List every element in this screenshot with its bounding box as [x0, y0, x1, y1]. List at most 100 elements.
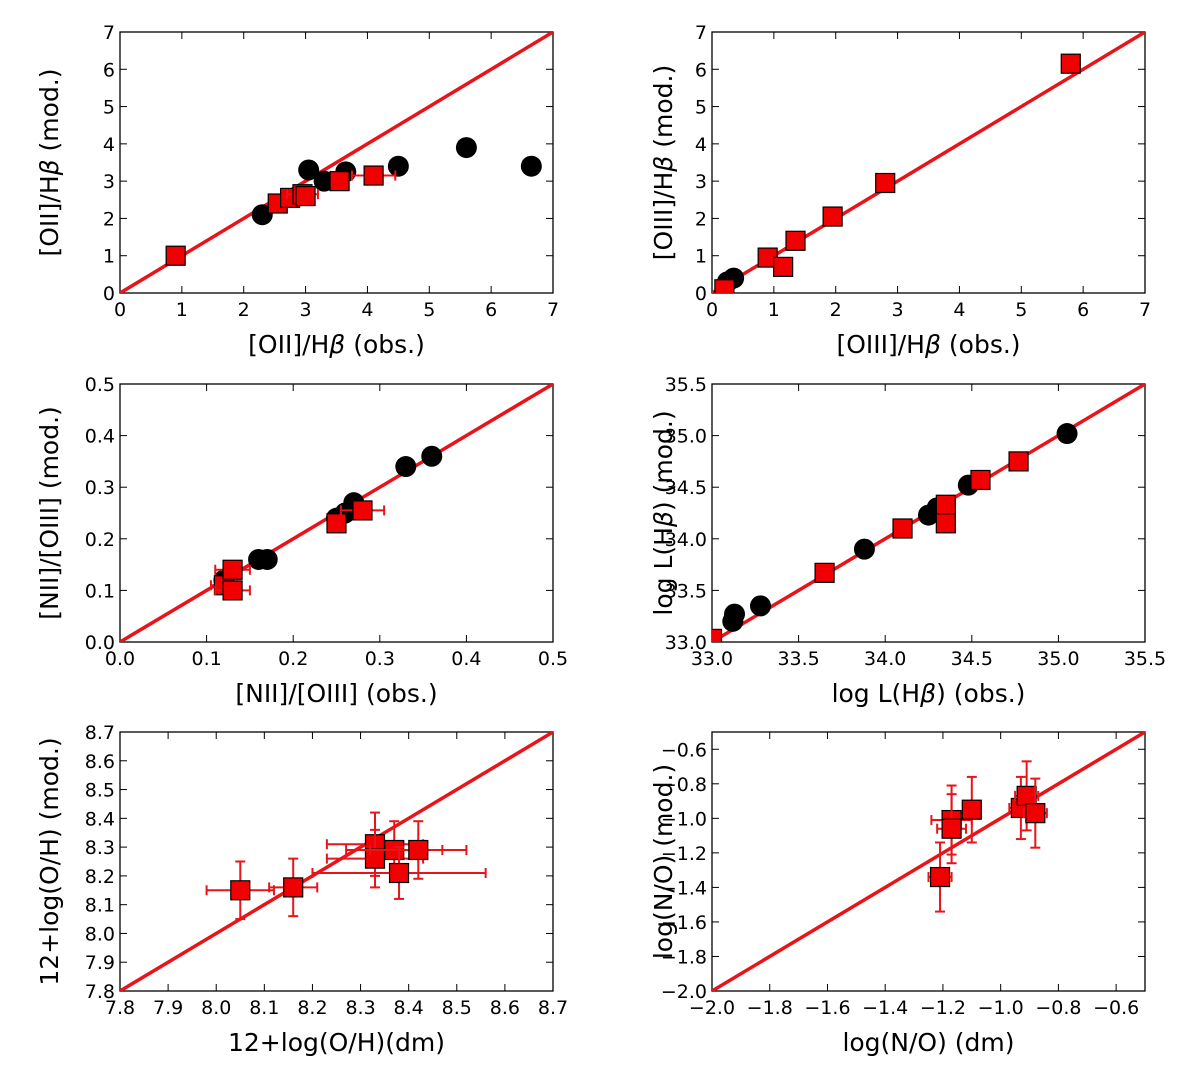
x-tick-label: 0: [706, 299, 718, 321]
y-tick-label: 0.3: [85, 477, 115, 499]
data-area: [712, 732, 1145, 991]
y-tick-label: 5: [103, 97, 115, 119]
circle-point: [251, 204, 273, 226]
x-tick-label: 8.4: [394, 997, 424, 1019]
x-tick-label: 3: [892, 299, 904, 321]
y-tick-label: 6: [695, 59, 707, 81]
panel-3: 0.0 0.1 0.2 0.3 0.4 0.5 0.0 0.1 0.2 0.3 0.4 0.5 [NII…: [35, 374, 568, 708]
x-axis-label: [OIII]/Hβ (obs.): [836, 330, 1020, 359]
y-tick-label: −1.2: [661, 843, 707, 865]
y-tick-label: −1.0: [661, 808, 707, 830]
x-tick-label: 6: [485, 299, 497, 321]
x-tick-label: −0.6: [1093, 997, 1139, 1019]
y-tick-label: 8.3: [85, 837, 115, 859]
x-tick-label: 0.0: [105, 648, 135, 670]
x-axis-label: log(N/O) (dm): [842, 1028, 1014, 1057]
x-tick-label: 5: [423, 299, 435, 321]
square-point: [295, 185, 316, 207]
y-axis-label: [OIII]/Hβ (mod.): [649, 65, 678, 260]
y-tick-label: 5: [695, 97, 707, 119]
y-tick-label: 8.6: [85, 751, 115, 773]
square-point: [363, 165, 384, 186]
y-tick-label: 2: [695, 208, 707, 230]
x-tick-label: 4: [953, 299, 965, 321]
y-axis-label: 12+log(O/H) (mod.): [35, 737, 64, 985]
identity-line: [712, 732, 1145, 991]
square-point: [822, 206, 843, 227]
y-axis-label: log L(Hβ) (mod.): [649, 410, 678, 615]
y-axis-label: log(N/O) (mod.): [649, 764, 678, 959]
x-tick-label: 6: [1077, 299, 1089, 321]
identity-line: [120, 732, 553, 991]
x-tick-label: 35.5: [1124, 648, 1166, 670]
panel-1: 0 1 2 3 4 5 6 7 0 1 2 3 4 5 6 7 [OII]/Hβ (obs.) [OII]/Hβ …: [35, 22, 559, 359]
x-tick-label: 4: [361, 299, 373, 321]
y-tick-label: 8.5: [85, 780, 115, 802]
square-point: [326, 513, 347, 534]
y-tick-label: −0.6: [661, 739, 707, 761]
data-area: [120, 732, 553, 991]
x-tick-label: 8.3: [345, 997, 375, 1019]
square-point: [230, 880, 251, 901]
x-tick-label: 0: [114, 299, 126, 321]
plot-frame: [711, 383, 1146, 643]
y-tick-label: 8.7: [85, 722, 115, 744]
circle-point: [298, 159, 320, 181]
square-point: [935, 494, 956, 515]
circle-point: [749, 595, 771, 617]
x-axis-label: 12+log(O/H)(dm): [228, 1028, 445, 1057]
square-point: [1060, 53, 1081, 74]
x-tick-label: 1: [176, 299, 188, 321]
circle-point: [395, 456, 417, 478]
x-tick-label: −1.2: [920, 997, 966, 1019]
x-tick-label: 2: [830, 299, 842, 321]
square-point: [875, 172, 896, 194]
y-tick-label: 0.4: [85, 426, 115, 448]
data-area: [712, 384, 1145, 642]
square-point: [714, 279, 735, 293]
y-tick-label: −1.6: [661, 912, 707, 934]
y-tick-label: 8.1: [85, 895, 115, 917]
y-tick-label: −2.0: [661, 981, 707, 1003]
x-tick-label: 35.0: [1037, 648, 1079, 670]
circle-point: [256, 548, 278, 570]
y-tick-label: −1.4: [661, 877, 707, 899]
y-tick-label: 35.5: [665, 374, 707, 396]
square-point: [1016, 785, 1037, 806]
square-point: [935, 513, 956, 534]
plot-frame: [119, 383, 554, 643]
x-tick-label: −1.8: [747, 997, 793, 1019]
y-axis-label: [OII]/Hβ (mod.): [35, 68, 64, 256]
y-tick-label: 8.2: [85, 866, 115, 888]
square-point: [283, 877, 304, 898]
x-tick-label: −1.4: [862, 997, 908, 1019]
x-tick-label: 7: [1139, 299, 1151, 321]
x-tick-label: 8.7: [538, 997, 568, 1019]
x-tick-label: 8.1: [249, 997, 279, 1019]
y-tick-label: 34.5: [665, 477, 707, 499]
square-point: [773, 256, 794, 277]
data-area: [120, 32, 553, 293]
x-tick-label: 1: [768, 299, 780, 321]
y-tick-label: 0.0: [85, 632, 115, 654]
x-tick-label: 8.2: [297, 997, 327, 1019]
square-point: [408, 839, 429, 861]
y-tick-label: 4: [103, 134, 115, 156]
data-area: [712, 32, 1145, 293]
x-tick-label: 8.6: [490, 997, 520, 1019]
x-tick-label: 0.4: [451, 648, 481, 670]
plot-frame: [119, 731, 554, 992]
plot-frame: [711, 731, 1146, 992]
circle-point: [455, 137, 477, 159]
x-tick-label: 7: [547, 299, 559, 321]
plot-frame: [119, 31, 554, 294]
x-tick-label: 2: [238, 299, 250, 321]
x-tick-label: 8.5: [442, 997, 472, 1019]
y-tick-label: 0.2: [85, 529, 115, 551]
x-tick-label: −0.8: [1035, 997, 1081, 1019]
x-tick-label: 0.2: [278, 648, 308, 670]
x-tick-label: 5: [1015, 299, 1027, 321]
y-tick-label: 0: [695, 283, 707, 305]
x-tick-label: 3: [300, 299, 312, 321]
